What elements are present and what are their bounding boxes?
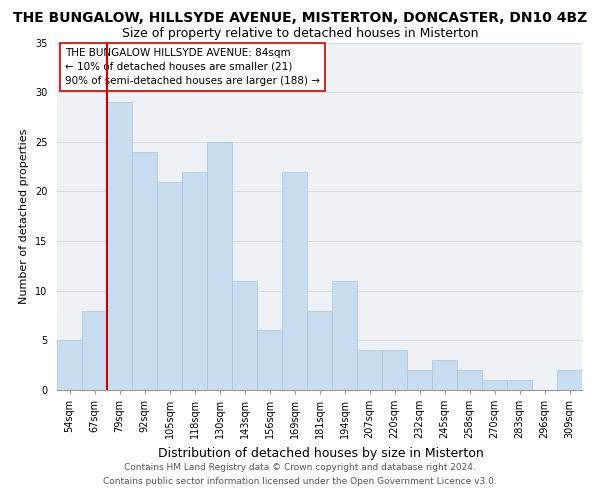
Bar [357, 350, 382, 390]
Text: Size of property relative to detached houses in Misterton: Size of property relative to detached ho… [122, 28, 478, 40]
Bar [57, 340, 82, 390]
Bar [432, 360, 457, 390]
Bar [557, 370, 582, 390]
Bar [232, 281, 257, 390]
Text: Contains HM Land Registry data © Crown copyright and database right 2024.: Contains HM Land Registry data © Crown c… [124, 464, 476, 472]
Bar [332, 281, 357, 390]
Bar [457, 370, 482, 390]
Bar [307, 310, 332, 390]
Bar [482, 380, 507, 390]
Bar [207, 142, 232, 390]
Y-axis label: Number of detached properties: Number of detached properties [19, 128, 29, 304]
Bar [82, 310, 107, 390]
Text: Contains public sector information licensed under the Open Government Licence v3: Contains public sector information licen… [103, 477, 497, 486]
Text: THE BUNGALOW, HILLSYDE AVENUE, MISTERTON, DONCASTER, DN10 4BZ: THE BUNGALOW, HILLSYDE AVENUE, MISTERTON… [13, 11, 587, 25]
Bar [157, 182, 182, 390]
Bar [507, 380, 532, 390]
Bar [282, 172, 307, 390]
Bar [382, 350, 407, 390]
Bar [407, 370, 432, 390]
Bar [107, 102, 132, 390]
Bar [132, 152, 157, 390]
Bar [257, 330, 282, 390]
Text: THE BUNGALOW HILLSYDE AVENUE: 84sqm
← 10% of detached houses are smaller (21)
90: THE BUNGALOW HILLSYDE AVENUE: 84sqm ← 10… [65, 48, 320, 86]
Text: Distribution of detached houses by size in Misterton: Distribution of detached houses by size … [158, 448, 484, 460]
Bar [182, 172, 207, 390]
